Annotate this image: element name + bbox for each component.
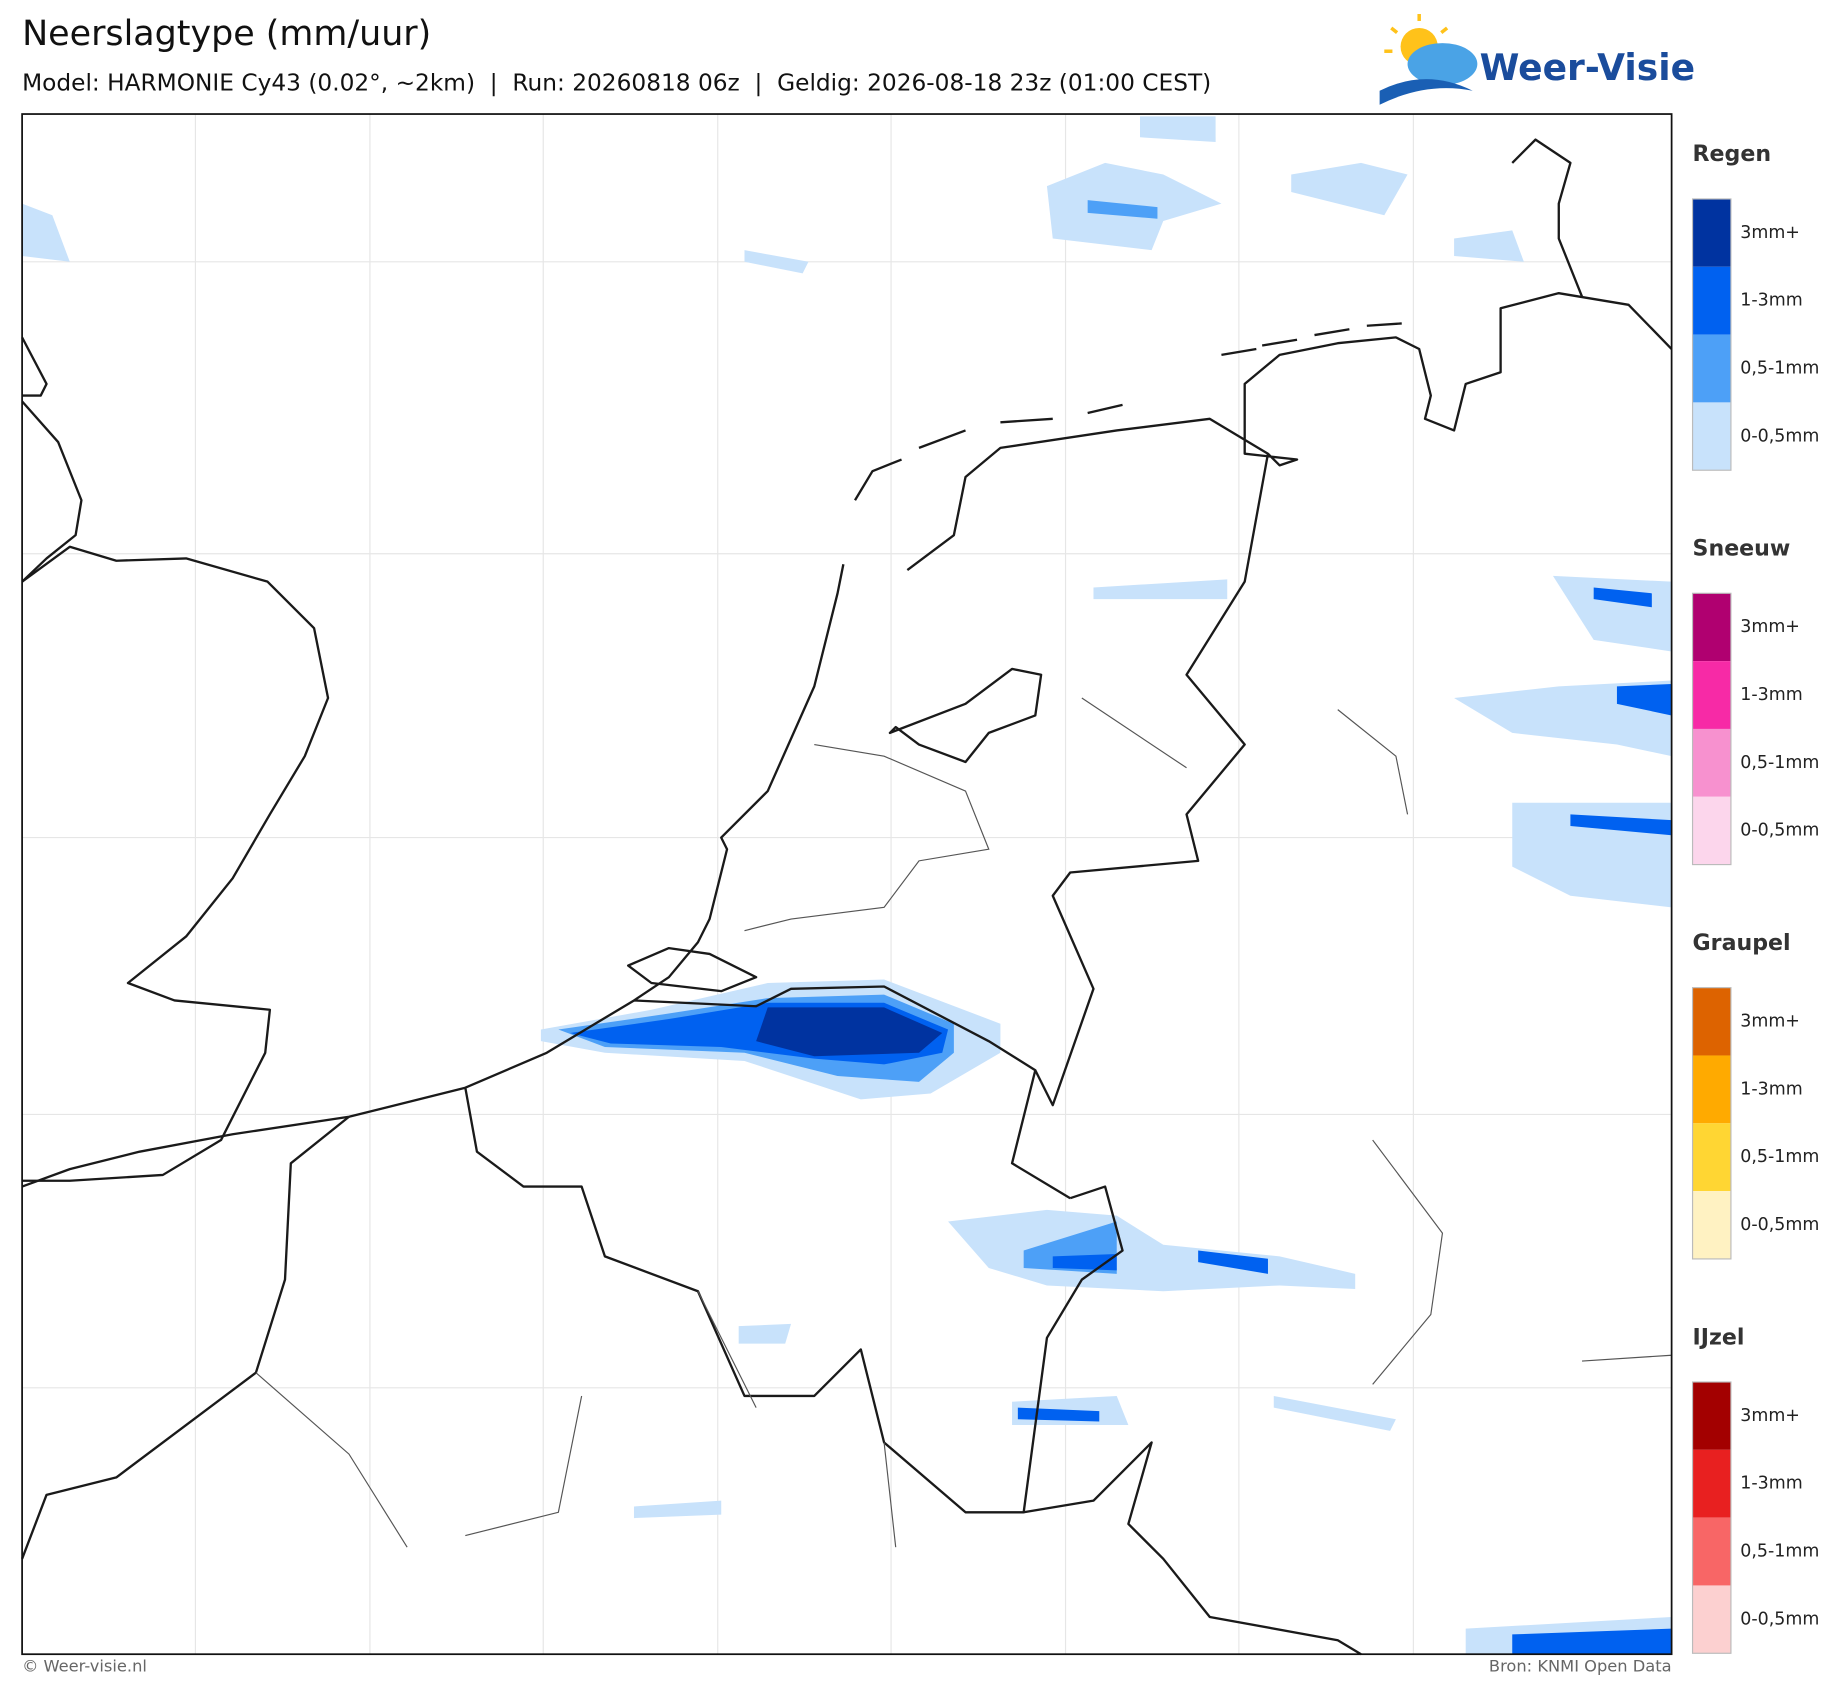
logo: Weer-Visie <box>1379 13 1695 105</box>
borders <box>255 453 1672 1656</box>
legend-swatch <box>1692 987 1731 1056</box>
title: Neerslagtype (mm/uur) <box>22 14 431 54</box>
legend-title: Graupel <box>1693 930 1791 956</box>
footer-credit: © Weer-visie.nl <box>22 1657 147 1676</box>
legend-swatch <box>1692 728 1731 797</box>
legend-swatch <box>1692 661 1731 729</box>
legend-swatch <box>1692 266 1731 335</box>
legend-swatch <box>1692 1585 1731 1654</box>
legend-title: Regen <box>1693 141 1772 167</box>
legend-bar-outline <box>1691 592 1732 866</box>
legend-swatch <box>1692 402 1731 471</box>
precipitation <box>22 116 1672 1655</box>
legend-swatch <box>1692 1517 1731 1586</box>
legend-label: 1-3mm <box>1740 1079 1802 1099</box>
legend-swatch <box>1692 1382 1731 1450</box>
legend-swatch <box>1692 1123 1731 1192</box>
legend-label: 1-3mm <box>1740 291 1802 311</box>
legend-title: IJzel <box>1693 1324 1745 1350</box>
map <box>21 113 1673 1656</box>
legend-label: 1-3mm <box>1740 685 1802 705</box>
legend-swatch <box>1692 1191 1731 1259</box>
legend-bar-outline <box>1691 198 1732 471</box>
legend-bar-outline <box>1691 1381 1732 1654</box>
legend-label: 0-0,5mm <box>1740 821 1819 841</box>
legend-label: 3mm+ <box>1740 617 1800 637</box>
legend-label: 0-0,5mm <box>1740 1609 1819 1629</box>
legend-label: 3mm+ <box>1740 1406 1800 1426</box>
legend-swatch <box>1692 334 1731 403</box>
legend-swatch <box>1692 796 1731 865</box>
legend-title: Sneeuw <box>1693 536 1791 562</box>
logo-text: Weer-Visie <box>1480 47 1695 89</box>
subtitle: Model: HARMONIE Cy43 (0.02°, ~2km) | Run… <box>22 69 1211 96</box>
footer-source: Bron: KNMI Open Data <box>1489 1657 1672 1676</box>
legend-label: 0,5-1mm <box>1740 1147 1819 1167</box>
legend-swatch <box>1692 1449 1731 1518</box>
legend-swatch <box>1692 593 1731 662</box>
legend: Regen 3mm+ 1-3mm 0,5-1mm 0-0,5mm Sneeuw 3mm+ 1-… <box>1691 141 1819 1654</box>
legend-label: 3mm+ <box>1740 223 1800 243</box>
legend-label: 3mm+ <box>1740 1012 1800 1032</box>
legend-label: 0,5-1mm <box>1740 359 1819 379</box>
legend-label: 0-0,5mm <box>1740 1215 1819 1235</box>
legend-swatch <box>1692 1055 1731 1124</box>
legend-label: 0-0,5mm <box>1740 426 1819 446</box>
graticule <box>22 114 1672 1655</box>
legend-bar-outline <box>1691 987 1732 1260</box>
legend-label: 0,5-1mm <box>1740 1542 1819 1562</box>
map-frame <box>21 113 1673 1656</box>
legend-swatch <box>1692 198 1731 267</box>
legend-label: 0,5-1mm <box>1740 753 1819 773</box>
legend-label: 1-3mm <box>1740 1474 1802 1494</box>
